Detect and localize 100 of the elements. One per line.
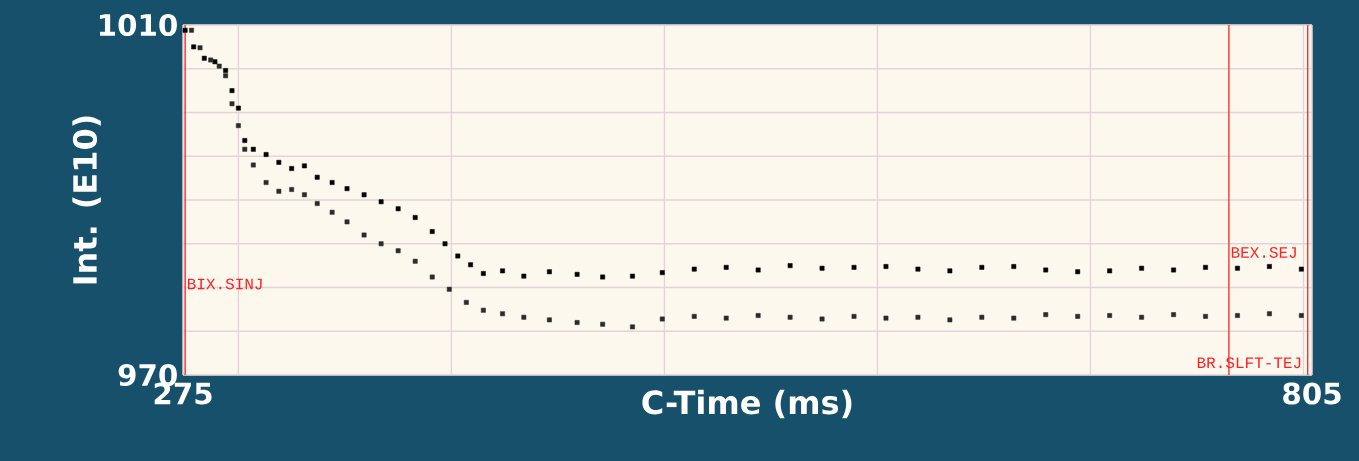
point bbox=[819, 316, 825, 322]
x-tick-label: 805 bbox=[1283, 382, 1341, 405]
point bbox=[1267, 264, 1272, 269]
point bbox=[883, 315, 889, 321]
point bbox=[302, 192, 307, 198]
point bbox=[216, 63, 222, 69]
ref-line-label: BEX.SEJ bbox=[1231, 247, 1296, 258]
point bbox=[787, 263, 793, 269]
point bbox=[1203, 264, 1208, 270]
point bbox=[1203, 313, 1208, 319]
point bbox=[1171, 267, 1176, 273]
point bbox=[851, 264, 857, 270]
point bbox=[500, 268, 505, 274]
point bbox=[302, 163, 307, 169]
point bbox=[547, 317, 552, 323]
x-axis-title: C-Time (ms) bbox=[642, 389, 852, 419]
point bbox=[1075, 313, 1081, 319]
point bbox=[276, 159, 282, 165]
point bbox=[630, 324, 635, 330]
point bbox=[851, 313, 857, 319]
point bbox=[1107, 268, 1113, 274]
point bbox=[223, 73, 229, 79]
point bbox=[189, 27, 194, 33]
point bbox=[242, 146, 248, 152]
point bbox=[395, 248, 401, 254]
point bbox=[197, 45, 203, 51]
point bbox=[1235, 265, 1240, 271]
point bbox=[201, 55, 207, 61]
point bbox=[412, 215, 418, 220]
point bbox=[412, 258, 418, 264]
point bbox=[883, 264, 889, 269]
point bbox=[235, 123, 241, 129]
point bbox=[468, 262, 473, 268]
point bbox=[329, 180, 335, 185]
point bbox=[229, 101, 235, 107]
point bbox=[429, 229, 435, 234]
point bbox=[521, 273, 527, 279]
point bbox=[600, 274, 606, 280]
point bbox=[723, 264, 729, 270]
point bbox=[442, 241, 448, 247]
point bbox=[395, 206, 401, 212]
point bbox=[574, 271, 580, 277]
y-tick-label: 1010 bbox=[99, 13, 177, 37]
point bbox=[276, 188, 282, 194]
point bbox=[755, 267, 761, 273]
point bbox=[378, 199, 384, 205]
point bbox=[1075, 269, 1081, 275]
ref-line-label: BIX.SINJ bbox=[188, 278, 262, 290]
point bbox=[1298, 266, 1304, 272]
point bbox=[361, 232, 367, 238]
point bbox=[314, 174, 320, 180]
point bbox=[1235, 313, 1240, 318]
point bbox=[229, 88, 235, 94]
point bbox=[242, 138, 248, 143]
point bbox=[659, 316, 665, 322]
point bbox=[630, 273, 635, 279]
point bbox=[446, 286, 452, 292]
point bbox=[659, 270, 665, 276]
point bbox=[344, 219, 350, 225]
point bbox=[787, 314, 793, 320]
y-axis-title: Int. (E10) bbox=[72, 116, 101, 284]
point bbox=[182, 27, 188, 33]
point bbox=[1171, 312, 1176, 318]
point bbox=[344, 186, 350, 192]
point bbox=[500, 311, 505, 317]
point bbox=[235, 105, 241, 111]
point bbox=[250, 162, 256, 168]
point bbox=[947, 268, 953, 274]
point bbox=[212, 59, 218, 65]
point bbox=[263, 152, 269, 157]
point bbox=[819, 265, 825, 271]
point bbox=[250, 146, 256, 152]
point bbox=[289, 166, 295, 171]
point bbox=[480, 307, 486, 313]
point bbox=[915, 314, 921, 320]
point bbox=[463, 299, 469, 305]
point bbox=[329, 209, 335, 215]
point bbox=[755, 313, 761, 318]
point bbox=[947, 317, 953, 323]
point bbox=[1298, 313, 1304, 318]
point bbox=[915, 266, 921, 272]
point bbox=[691, 266, 697, 272]
point bbox=[1139, 314, 1144, 320]
point bbox=[1011, 264, 1017, 269]
point bbox=[521, 314, 527, 320]
point bbox=[263, 180, 269, 185]
point bbox=[191, 44, 197, 50]
point bbox=[429, 274, 435, 280]
point bbox=[547, 269, 552, 275]
point bbox=[361, 192, 367, 198]
point bbox=[289, 187, 295, 192]
point bbox=[1107, 313, 1113, 318]
point bbox=[208, 57, 214, 63]
point bbox=[979, 314, 985, 320]
point bbox=[455, 253, 461, 259]
point bbox=[480, 271, 486, 276]
point bbox=[574, 320, 580, 325]
point bbox=[1139, 265, 1144, 271]
point bbox=[979, 264, 985, 270]
point bbox=[314, 201, 320, 206]
